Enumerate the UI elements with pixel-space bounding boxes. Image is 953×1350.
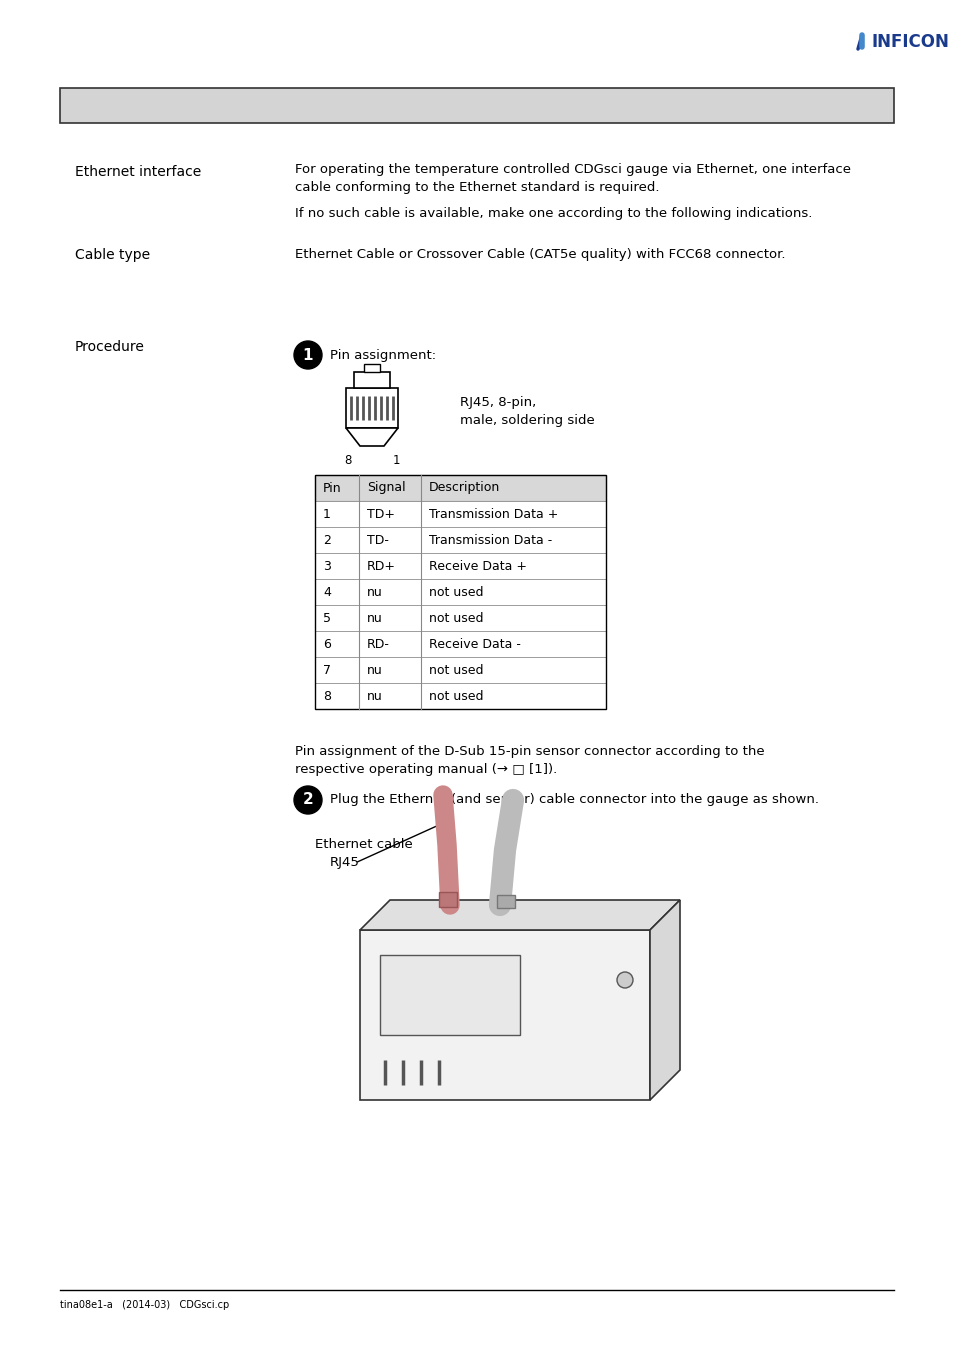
Text: nu: nu	[367, 612, 382, 625]
Text: 5: 5	[323, 612, 331, 625]
FancyBboxPatch shape	[60, 88, 893, 123]
Text: RD+: RD+	[367, 559, 395, 572]
Text: 2: 2	[323, 533, 331, 547]
Circle shape	[294, 786, 322, 814]
Text: Pin assignment of the D-Sub 15-pin sensor connector according to the: Pin assignment of the D-Sub 15-pin senso…	[294, 745, 763, 757]
FancyBboxPatch shape	[438, 892, 456, 907]
Text: 8: 8	[344, 454, 351, 467]
FancyBboxPatch shape	[314, 554, 605, 579]
Text: 7: 7	[323, 663, 331, 676]
FancyBboxPatch shape	[314, 683, 605, 709]
Text: Plug the Ethernet (and sensor) cable connector into the gauge as shown.: Plug the Ethernet (and sensor) cable con…	[330, 794, 818, 806]
Text: Ethernet interface: Ethernet interface	[75, 165, 201, 180]
FancyBboxPatch shape	[497, 895, 515, 909]
Text: male, soldering side: male, soldering side	[459, 414, 594, 427]
Text: 4: 4	[323, 586, 331, 598]
Text: Pin assignment:: Pin assignment:	[330, 348, 436, 362]
Text: 2: 2	[302, 792, 313, 807]
FancyBboxPatch shape	[314, 605, 605, 630]
Text: Description: Description	[429, 482, 499, 494]
Text: 8: 8	[323, 690, 331, 702]
Text: 1: 1	[323, 508, 331, 521]
Text: Transmission Data +: Transmission Data +	[429, 508, 558, 521]
FancyBboxPatch shape	[314, 657, 605, 683]
FancyBboxPatch shape	[314, 475, 605, 501]
Text: 1: 1	[302, 347, 313, 363]
Circle shape	[294, 342, 322, 369]
Text: RJ45, 8-pin,: RJ45, 8-pin,	[459, 396, 536, 409]
FancyBboxPatch shape	[364, 364, 379, 373]
Text: respective operating manual (→ □ [1]).: respective operating manual (→ □ [1]).	[294, 763, 557, 776]
Text: tina08e1-a   (2014-03)   CDGsci.cp: tina08e1-a (2014-03) CDGsci.cp	[60, 1300, 229, 1310]
FancyBboxPatch shape	[314, 630, 605, 657]
Polygon shape	[359, 900, 679, 930]
Text: For operating the temperature controlled CDGsci gauge via Ethernet, one interfac: For operating the temperature controlled…	[294, 163, 850, 176]
FancyBboxPatch shape	[379, 954, 519, 1035]
Text: not used: not used	[429, 663, 483, 676]
Text: nu: nu	[367, 690, 382, 702]
Text: Signal: Signal	[367, 482, 405, 494]
Text: nu: nu	[367, 586, 382, 598]
Text: Receive Data -: Receive Data -	[429, 637, 520, 651]
Circle shape	[617, 972, 633, 988]
Text: RJ45: RJ45	[330, 856, 359, 869]
Text: not used: not used	[429, 690, 483, 702]
Polygon shape	[649, 900, 679, 1100]
Text: Procedure: Procedure	[75, 340, 145, 354]
Polygon shape	[346, 428, 397, 446]
Text: not used: not used	[429, 612, 483, 625]
Polygon shape	[359, 930, 649, 1100]
Text: Receive Data +: Receive Data +	[429, 559, 526, 572]
Text: nu: nu	[367, 663, 382, 676]
Text: cable conforming to the Ethernet standard is required.: cable conforming to the Ethernet standar…	[294, 181, 659, 194]
Text: Ethernet Cable or Crossover Cable (CAT5e quality) with FCC68 connector.: Ethernet Cable or Crossover Cable (CAT5e…	[294, 248, 784, 261]
Text: If no such cable is available, make one according to the following indications.: If no such cable is available, make one …	[294, 207, 812, 220]
Text: Ethernet cable: Ethernet cable	[314, 838, 413, 850]
Text: TD+: TD+	[367, 508, 395, 521]
Text: 6: 6	[323, 637, 331, 651]
FancyBboxPatch shape	[314, 501, 605, 526]
Text: INFICON: INFICON	[871, 32, 949, 51]
Text: RD-: RD-	[367, 637, 390, 651]
Text: Cable type: Cable type	[75, 248, 150, 262]
FancyBboxPatch shape	[314, 579, 605, 605]
Text: Pin: Pin	[323, 482, 341, 494]
Text: 3: 3	[323, 559, 331, 572]
FancyBboxPatch shape	[354, 373, 390, 387]
FancyBboxPatch shape	[314, 526, 605, 554]
Text: TD-: TD-	[367, 533, 389, 547]
Text: Transmission Data -: Transmission Data -	[429, 533, 552, 547]
Text: not used: not used	[429, 586, 483, 598]
Text: 1: 1	[392, 454, 399, 467]
FancyBboxPatch shape	[346, 387, 397, 428]
